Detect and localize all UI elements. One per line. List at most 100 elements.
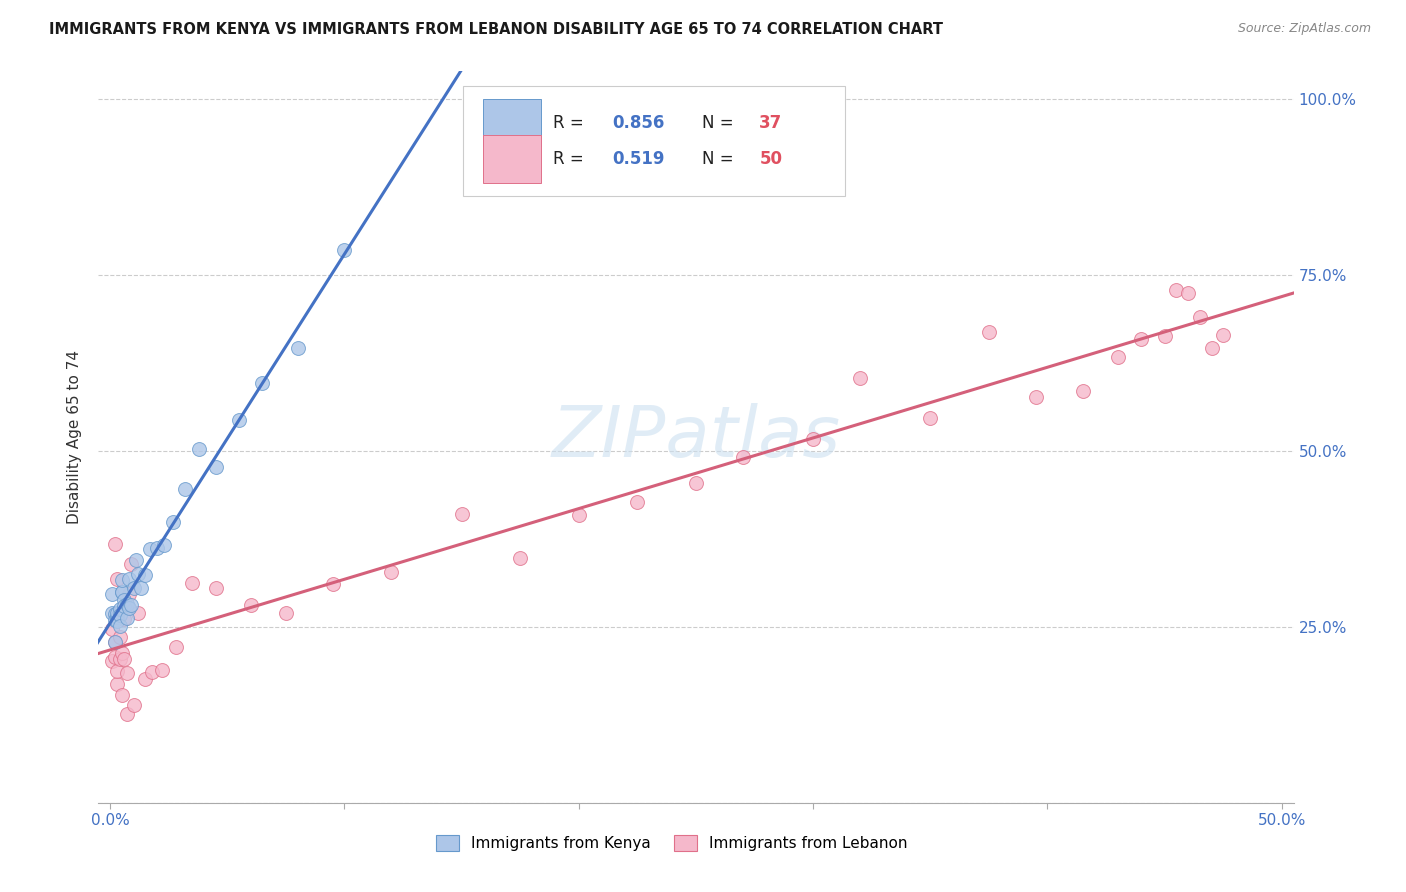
Point [139,541,162,556]
Point [112,592,135,607]
Point [122,581,145,595]
Point [111,584,134,599]
Point [1107,350,1129,364]
Point [509,550,531,565]
Point [118,587,141,601]
FancyBboxPatch shape [484,99,541,146]
Point [111,646,134,660]
Point [111,573,134,587]
Point [150,663,173,677]
Point [134,673,156,687]
Point [101,622,124,636]
Point [118,572,141,586]
Point [111,688,134,702]
Point [801,432,824,446]
Point [333,243,356,257]
Point [228,412,250,426]
Point [568,508,591,522]
Point [108,619,131,633]
Point [105,677,128,691]
Point [101,607,124,621]
FancyBboxPatch shape [463,86,845,195]
Point [153,538,176,552]
Point [380,566,402,580]
Point [322,577,344,591]
Point [104,650,127,665]
Point [1212,328,1234,343]
Point [1025,390,1047,404]
Point [1188,310,1211,324]
Point [287,341,309,355]
Point [188,442,211,456]
Point [101,654,124,668]
Point [108,631,131,645]
Point [108,607,131,622]
Point [104,613,127,627]
Point [849,371,872,385]
Text: N =: N = [702,150,738,168]
Point [165,640,187,655]
Point [105,610,128,624]
Point [1201,341,1223,355]
Point [112,652,135,666]
FancyBboxPatch shape [484,136,541,183]
Point [450,508,472,522]
Point [104,607,127,622]
Point [274,607,297,621]
Point [174,482,197,496]
Point [101,587,124,601]
Point [105,664,128,678]
Point [127,566,149,581]
Point [115,597,138,611]
Y-axis label: Disability Age 65 to 74: Disability Age 65 to 74 [67,350,83,524]
Point [134,568,156,582]
Point [731,450,754,465]
Point [977,325,1000,339]
Text: 37: 37 [759,113,783,131]
Point [115,611,138,625]
Point [146,541,169,556]
Point [112,611,135,625]
Text: IMMIGRANTS FROM KENYA VS IMMIGRANTS FROM LEBANON DISABILITY AGE 65 TO 74 CORRELA: IMMIGRANTS FROM KENYA VS IMMIGRANTS FROM… [49,22,943,37]
Point [1130,332,1153,346]
Point [105,614,128,628]
Point [129,581,152,595]
Legend: Immigrants from Kenya, Immigrants from Lebanon: Immigrants from Kenya, Immigrants from L… [430,830,914,857]
Point [141,665,163,680]
Text: 0.856: 0.856 [613,113,665,131]
Text: N =: N = [702,113,738,131]
Point [108,652,131,666]
Point [204,581,226,595]
Point [115,665,138,680]
Point [120,599,142,613]
Point [626,495,648,509]
Text: R =: R = [553,150,589,168]
Point [120,557,142,571]
Point [1166,283,1188,297]
Point [118,601,141,615]
Point [1153,329,1175,343]
Point [920,410,942,425]
Point [105,572,128,586]
Point [104,635,127,649]
Point [112,599,135,613]
Point [111,584,134,599]
Point [127,606,149,620]
Point [104,537,127,551]
Point [104,635,127,649]
Point [685,476,707,491]
Point [1177,285,1199,300]
Point [181,575,204,590]
Point [239,599,262,613]
Point [162,515,184,529]
Text: Source: ZipAtlas.com: Source: ZipAtlas.com [1237,22,1371,36]
Text: R =: R = [553,113,589,131]
Point [204,459,226,474]
Point [1071,384,1094,398]
Point [115,706,138,721]
Point [108,601,131,615]
Text: 50: 50 [759,150,782,168]
Point [252,376,274,391]
Point [122,698,145,713]
Text: ZIPatlas: ZIPatlas [551,402,841,472]
